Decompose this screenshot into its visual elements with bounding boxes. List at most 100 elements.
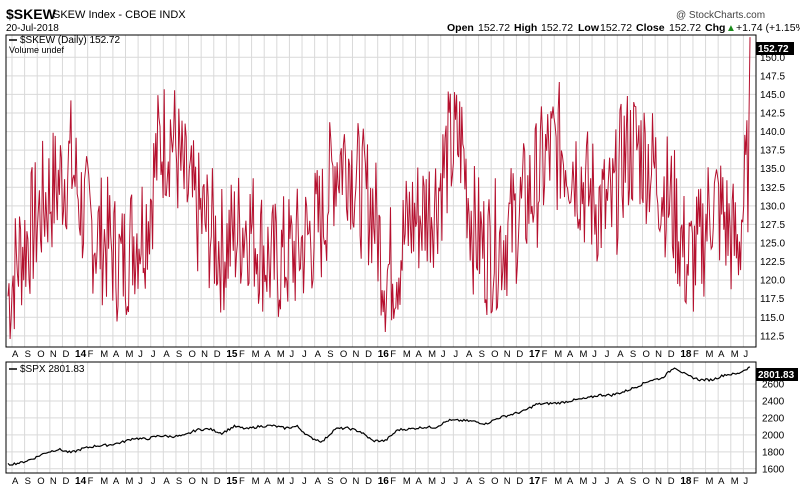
x-tick-label-bottom: D [516,476,523,487]
x-tick-label: M [554,349,562,360]
x-tick-label: N [352,349,359,360]
top-y-axis: 150.0 147.5 145.0 142.5 140.0 137.5 135.0 132.5… [760,53,785,343]
x-tick-label-bottom: O [643,476,650,487]
x-tick-label: A [617,349,624,360]
spx-series [7,366,751,466]
legend-volume: Volume undef [9,45,65,55]
x-tick-label-bottom: D [62,476,69,487]
x-tick-label-bottom: 14 [75,476,87,487]
x-tick-label: S [479,349,485,360]
x-tick-label-bottom: A [113,476,120,487]
x-tick-label: A [416,349,423,360]
x-tick-label-bottom: J [441,476,446,487]
x-tick-label-bottom: O [491,476,498,487]
x-tick-label-bottom: A [264,476,271,487]
x-tick-label-bottom: J [289,476,294,487]
x-tick-label-bottom: 17 [529,476,541,487]
header-date: 20-Jul-2018 [6,23,59,34]
x-tick-label-bottom: A [567,476,574,487]
x-tick-label-bottom: N [504,476,511,487]
x-tick-label-bottom: M [277,476,285,487]
x-tick-label: J [453,349,458,360]
x-tick-label-bottom: M [428,476,436,487]
x-tick-label: O [37,349,44,360]
high-value: 152.72 [541,22,573,34]
x-tick-label: F [542,349,548,360]
top-y-tick: 145.0 [760,90,785,101]
x-tick-label-bottom: J [592,476,597,487]
bottom-y-tick: 1800 [762,447,785,458]
x-tick-label: D [516,349,523,360]
x-tick-label: N [201,349,208,360]
header-symbol: $SKEW [6,6,57,22]
x-tick-label: F [88,349,94,360]
top-y-tick: 137.5 [760,146,785,157]
top-y-tick: 142.5 [760,109,785,120]
bottom-y-axis: 2600 2400 2200 2000 1800 1600 [762,380,785,476]
top-y-tick: 140.0 [760,127,785,138]
x-tick-label: S [176,349,182,360]
x-tick-label-bottom: O [189,476,196,487]
x-tick-label-bottom: A [466,476,473,487]
x-tick-label-bottom: D [214,476,221,487]
x-tick-label: 14 [75,349,87,360]
x-tick-label-bottom: F [693,476,699,487]
x-tick-label-bottom: S [479,476,485,487]
chg-label: Chg [705,22,725,34]
top-panel-frame [5,34,757,348]
x-tick-label: J [302,349,307,360]
x-tick-label: O [643,349,650,360]
skew-last-value: 152.72 [758,44,789,55]
top-y-tick: 132.5 [760,183,785,194]
x-tick-label: S [25,349,31,360]
legend-spx: $SPX 2801.83 [20,364,85,375]
x-tick-label-bottom: 16 [378,476,390,487]
x-tick-label: A [567,349,574,360]
x-tick-label-bottom: M [252,476,260,487]
low-label: Low [578,22,600,34]
skew-last-value-box [756,42,794,55]
x-tick-label: A [264,349,271,360]
top-y-tick: 130.0 [760,201,785,212]
x-tick-label-bottom: D [365,476,372,487]
bottom-y-tick: 2000 [762,430,785,441]
skew-line [7,37,751,340]
x-tick-label: A [163,349,170,360]
top-y-tick: 120.0 [760,276,785,287]
x-tick-label-bottom: F [239,476,245,487]
x-tick-label: D [62,349,69,360]
x-tick-label: J [289,349,294,360]
top-y-tick: 127.5 [760,220,785,231]
close-value: 152.72 [669,22,701,34]
chg-arrow-icon: ▲ [726,23,736,34]
spx-last-value-box [756,368,798,381]
x-tick-label: 15 [226,349,238,360]
x-tick-label-bottom: F [390,476,396,487]
x-tick-label: J [441,349,446,360]
x-tick-label-bottom: O [37,476,44,487]
x-tick-label: F [693,349,699,360]
x-tick-label-bottom: J [302,476,307,487]
open-label: Open [447,22,474,34]
x-tick-label: A [718,349,725,360]
x-tick-label: M [731,349,739,360]
x-tick-label-bottom: J [743,476,748,487]
x-tick-label-bottom: M [403,476,411,487]
x-tick-label: M [706,349,714,360]
x-axis: A S O N D 14 F M A M J J A S O N D 15 F M A M J J A S O N D 16 F M A M J J A… [12,349,748,360]
top-y-tick: 147.5 [760,71,785,82]
spx-last-value: 2801.83 [758,370,795,381]
x-tick-label: 16 [378,349,390,360]
x-tick-label: D [668,349,675,360]
watermark: @ StockCharts.com [676,10,765,21]
x-tick-label: J [151,349,156,360]
open-value: 152.72 [478,22,510,34]
x-tick-label-bottom: N [352,476,359,487]
x-tick-label: 18 [680,349,692,360]
x-tick-label: O [189,349,196,360]
high-label: High [514,22,537,34]
top-y-tick: 150.0 [760,53,785,64]
x-tick-label-bottom: M [579,476,587,487]
bottom-grid [6,362,756,473]
x-tick-label-bottom: J [138,476,143,487]
